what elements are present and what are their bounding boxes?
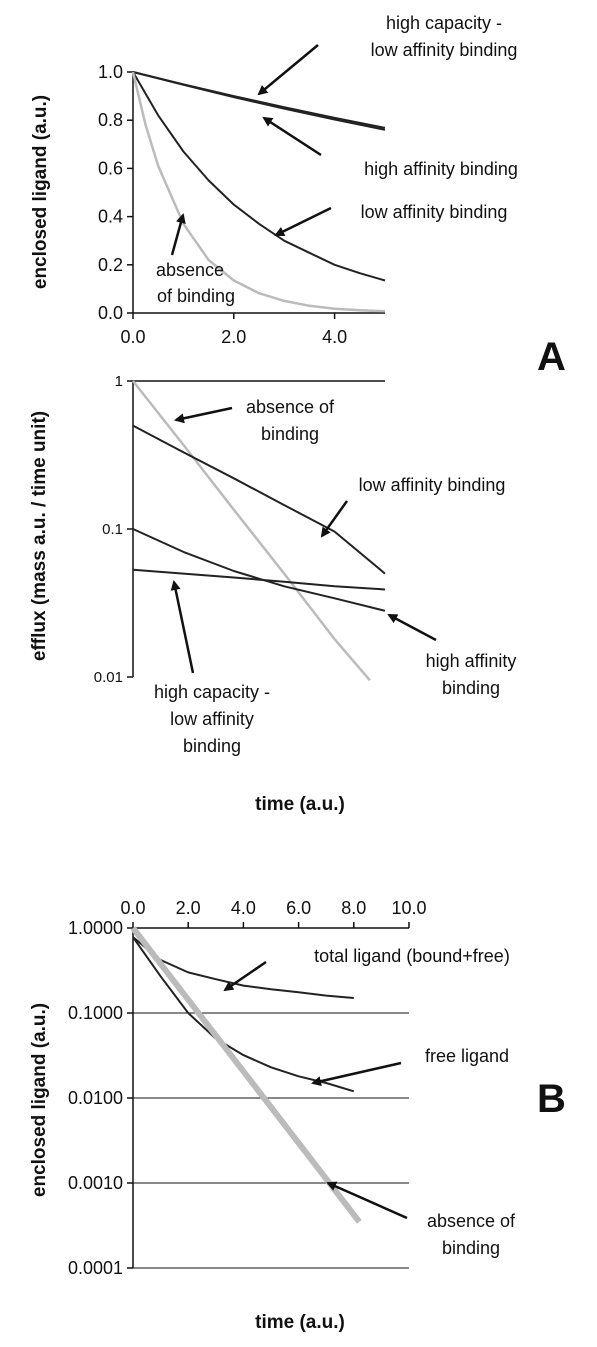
chart-3-y-label: enclosed ligand (a.u.) — [29, 1003, 50, 1197]
y-tick-label: 1.0000 — [68, 918, 123, 938]
chart-2-y-label: efflux (mass a.u. / time unit) — [29, 411, 50, 661]
panel-label-b: B — [537, 1077, 566, 1121]
x-tick-label: 4.0 — [322, 327, 347, 347]
chart-2: 10.10.01 efflux (mass a.u. / time unit) … — [29, 373, 516, 815]
annotation-absence-line2: binding — [442, 1238, 500, 1258]
chart-1: 0.0 0.2 0.4 0.6 0.8 1.0 0.0 2.0 4.0 enclosed lig… — [30, 13, 518, 347]
series-line-high-capacity-low-affinity-binding — [132, 568, 386, 591]
y-tick-label: 0.0100 — [68, 1088, 123, 1108]
x-tick-label: 0.0 — [120, 327, 145, 347]
x-tick-label: 4.0 — [231, 898, 256, 918]
chart-1-ticks: 0.0 0.2 0.4 0.6 0.8 1.0 0.0 2.0 4.0 — [98, 62, 347, 347]
annotation-absence-line1: absence — [156, 260, 224, 280]
y-tick-label: 0.1 — [102, 521, 123, 538]
arrow-free-ligand — [311, 1061, 402, 1087]
arrow-high-capacity — [257, 44, 319, 96]
arrow-high-capacity — [170, 580, 195, 674]
chart-2-series — [132, 380, 386, 682]
chart-3: 1.0000 0.1000 0.0100 0.0010 0.0001 0.0 2.0 4.0 6… — [29, 898, 516, 1333]
annotation-high-capacity-line3: binding — [183, 736, 241, 756]
y-tick-label: 1.0 — [98, 62, 123, 82]
y-tick-label: 1 — [115, 373, 123, 390]
y-tick-label: 0.8 — [98, 110, 123, 130]
x-tick-label: 0.0 — [120, 898, 145, 918]
annotation-free-ligand: free ligand — [425, 1046, 509, 1066]
series-line-absence-of-binding — [132, 380, 371, 682]
series-line-absence-of-binding — [131, 71, 386, 313]
chart-2-x-label: time (a.u.) — [255, 794, 345, 815]
y-tick-label: 0.01 — [94, 669, 123, 686]
y-tick-label: 0.2 — [98, 255, 123, 275]
arrow-absence — [174, 406, 233, 424]
y-tick-label: 0.6 — [98, 158, 123, 178]
series-line-low-affinity-binding — [132, 424, 386, 575]
annotation-low-affinity: low affinity binding — [359, 475, 506, 495]
arrow-total-ligand — [223, 960, 267, 992]
annotation-absence-line2: of binding — [157, 286, 235, 306]
arrow-absence — [326, 1181, 408, 1220]
y-tick-label: 0.0 — [98, 303, 123, 323]
annotation-absence-line1: absence of — [427, 1211, 516, 1231]
x-tick-label: 2.0 — [221, 327, 246, 347]
arrow-absence — [170, 213, 186, 256]
arrow-high-affinity — [387, 613, 437, 642]
series-line-high-affinity-binding — [132, 71, 386, 131]
chart-1-y-label: enclosed ligand (a.u.) — [30, 95, 51, 289]
x-tick-label: 8.0 — [341, 898, 366, 918]
annotation-high-affinity: high affinity binding — [364, 159, 518, 179]
panel-label-a: A — [537, 335, 566, 379]
y-tick-label: 0.4 — [98, 207, 123, 227]
x-tick-label: 10.0 — [391, 898, 426, 918]
annotation-high-capacity-line2: low affinity binding — [371, 40, 518, 60]
chart-1-series — [131, 71, 386, 313]
annotation-high-capacity-line1: high capacity - — [386, 13, 502, 33]
annotation-high-capacity-line2: low affinity — [170, 709, 254, 729]
arrow-low-affinity — [320, 500, 349, 538]
annotation-low-affinity: low affinity binding — [361, 202, 508, 222]
arrow-low-affinity — [274, 206, 332, 237]
series-line-high-capacity-low-affinity-binding — [132, 71, 386, 129]
y-tick-label: 0.0001 — [68, 1258, 123, 1278]
chart-3-x-label: time (a.u.) — [255, 1312, 345, 1333]
y-tick-label: 0.1000 — [68, 1003, 123, 1023]
series-line-absence-of-binding — [130, 926, 362, 1224]
annotation-absence-line2: binding — [261, 424, 319, 444]
arrow-high-affinity — [262, 116, 322, 157]
annotation-total-ligand: total ligand (bound+free) — [314, 946, 510, 966]
series-line-total-ligand-bound-free — [132, 936, 354, 999]
annotation-high-affinity-line2: binding — [442, 678, 500, 698]
annotation-absence-line1: absence of — [246, 397, 335, 417]
series-line-low-affinity-binding — [132, 71, 386, 282]
annotation-high-affinity-line1: high affinity — [426, 651, 517, 671]
x-tick-label: 6.0 — [286, 898, 311, 918]
annotation-high-capacity-line1: high capacity - — [154, 682, 270, 702]
chart-3-series — [130, 926, 362, 1224]
chart-2-ticks: 1 0.1 0.01 — [94, 373, 133, 686]
x-tick-label: 2.0 — [176, 898, 201, 918]
y-tick-label: 0.0010 — [68, 1173, 123, 1193]
